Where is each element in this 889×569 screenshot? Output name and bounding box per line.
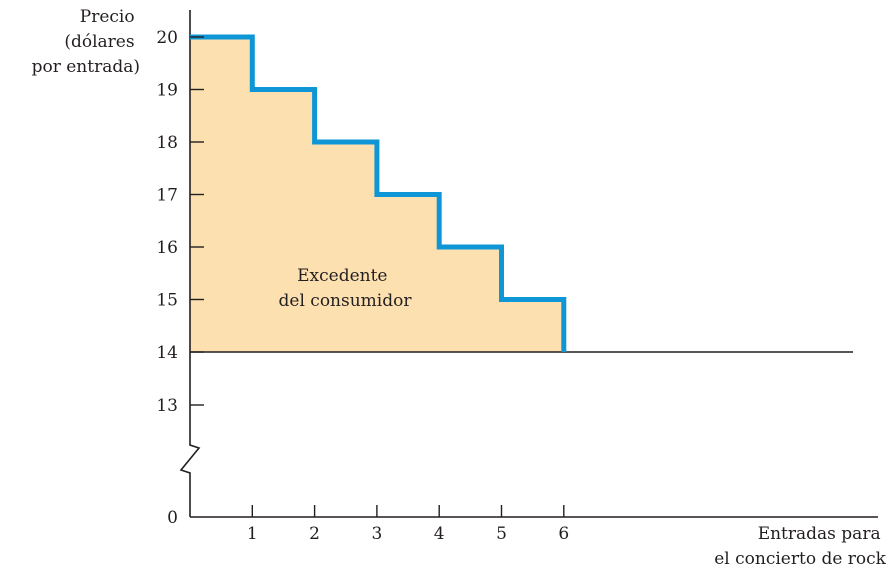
y-tick-label: 16: [156, 238, 178, 258]
y-axis-title-line: (dólares: [64, 32, 134, 52]
x-axis-title: Entradas para el concierto de rock: [714, 524, 886, 569]
y-tick-label: 19: [156, 81, 178, 101]
y-tick-label: 17: [156, 186, 178, 206]
y-axis-title-line: por entrada): [32, 57, 140, 77]
y-axis-title: Precio (dólares por entrada): [32, 7, 140, 77]
x-tick-label: 3: [371, 524, 382, 544]
y-axis: [179, 10, 201, 517]
y-tick-label: 18: [156, 133, 178, 153]
demand-step-line: [190, 34, 567, 352]
y-tick-label: 0: [167, 508, 178, 528]
x-tick-label: 4: [434, 524, 445, 544]
y-tick-label: 14: [156, 343, 178, 363]
x-axis-title-line: Entradas para: [758, 524, 881, 544]
y-axis-title-line: Precio: [80, 7, 135, 27]
x-tick-label: 5: [496, 524, 507, 544]
x-tick-label: 6: [558, 524, 569, 544]
y-tick-label: 13: [156, 396, 178, 416]
x-tick-label: 2: [309, 524, 320, 544]
x-tick-label: 1: [247, 524, 258, 544]
y-tick-label: 15: [156, 291, 178, 311]
x-axis-title-line: el concierto de rock: [714, 549, 886, 569]
consumer-surplus-label: Excedente del consumidor: [279, 266, 413, 311]
x-ticks: 1 2 3 4 5 6: [247, 505, 569, 544]
y-tick-label: 20: [156, 28, 178, 48]
area-label-line: del consumidor: [279, 291, 413, 311]
y-ticks: 0 13 14 15 16 17 18 19 20: [156, 28, 204, 528]
area-label-line: Excedente: [297, 266, 387, 286]
